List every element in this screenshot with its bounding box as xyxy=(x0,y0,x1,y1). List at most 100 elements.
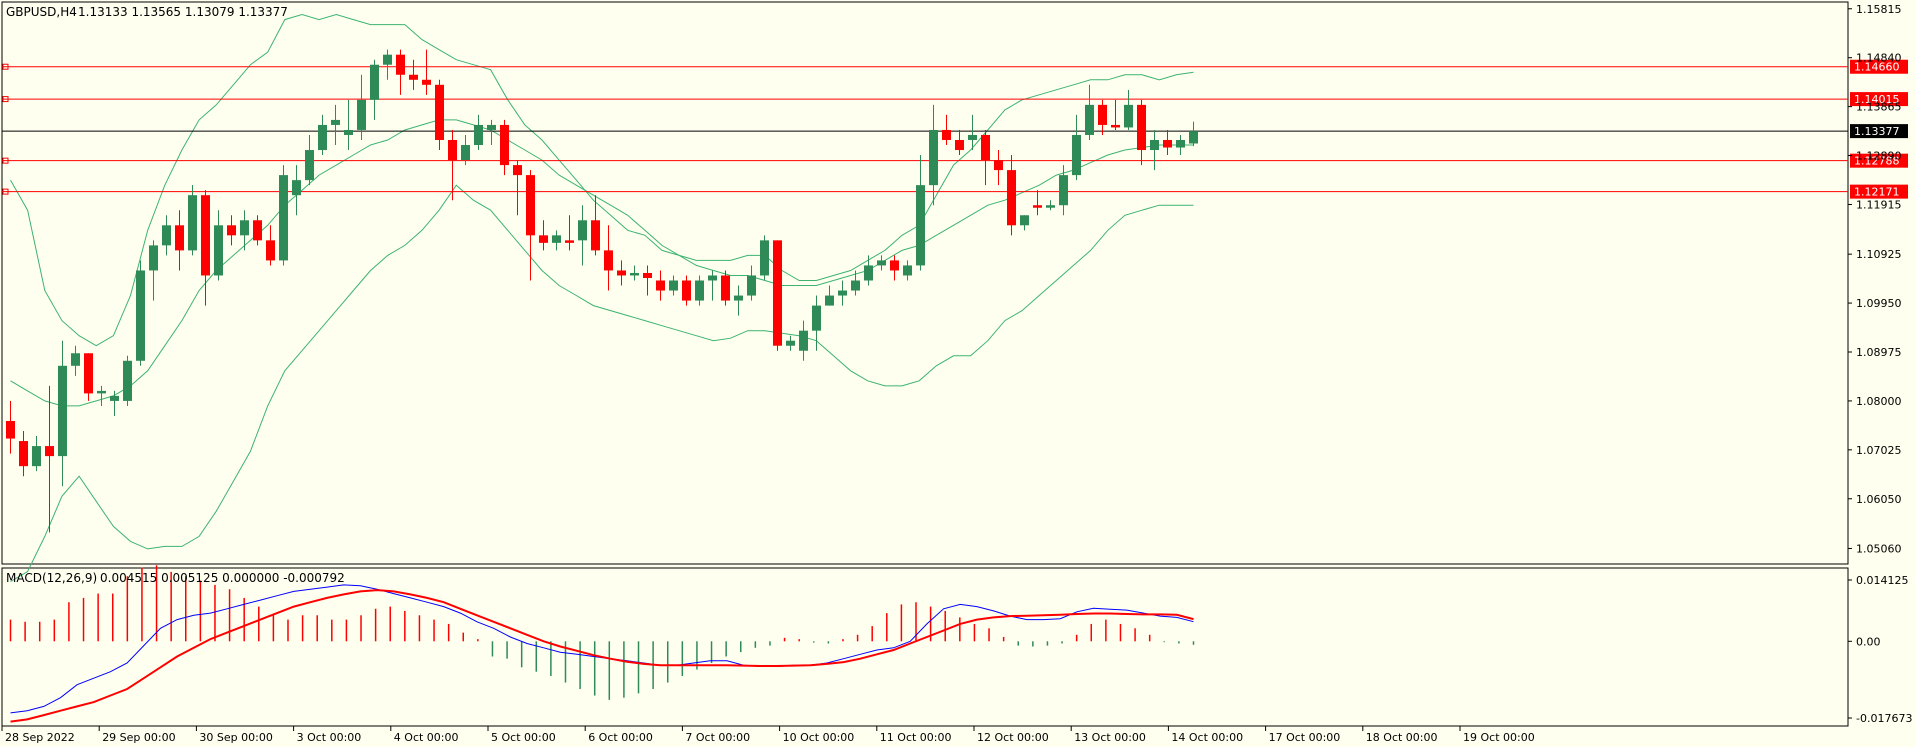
candle-body xyxy=(916,185,925,266)
candle-body xyxy=(305,150,314,181)
candle-body xyxy=(799,330,808,351)
candle-body xyxy=(643,272,652,278)
candle-body xyxy=(318,124,327,151)
macd-title: MACD(12,26,9) xyxy=(6,571,97,585)
candle-body xyxy=(97,390,106,394)
candle-body xyxy=(1124,104,1133,128)
candle-body xyxy=(1059,175,1068,206)
candle-body xyxy=(721,275,730,301)
candle-body xyxy=(929,129,938,186)
level-price-tag xyxy=(1850,153,1908,168)
candle-body xyxy=(435,84,444,140)
level-price-tag-text: 1.12788 xyxy=(1854,155,1900,168)
time-tick-label: 19 Oct 00:00 xyxy=(1463,731,1535,744)
candle-body xyxy=(747,275,756,296)
candle-body xyxy=(903,265,912,276)
level-price-tag-text: 1.14660 xyxy=(1854,61,1900,74)
candle-body xyxy=(1176,139,1185,148)
macd-signal-line xyxy=(10,589,1194,723)
candle-body xyxy=(630,272,639,276)
time-tick-label: 12 Oct 00:00 xyxy=(977,731,1049,744)
bollinger-upper xyxy=(10,13,1194,347)
candle-body xyxy=(1007,170,1016,226)
candle-body xyxy=(58,365,67,457)
price-tick-label: 1.13865 xyxy=(1856,101,1902,114)
candle-body xyxy=(1137,104,1146,151)
time-axis: 28 Sep 2022 29 Sep 00:00 30 Sep 00:00 3 Oct… xyxy=(1,726,1535,744)
time-tick-label: 28 Sep 2022 xyxy=(5,731,75,744)
candle-body xyxy=(45,446,54,457)
candle-body xyxy=(1111,124,1120,128)
price-tick-label: 1.12890 xyxy=(1856,150,1902,163)
candle-body xyxy=(682,280,691,301)
candle-body xyxy=(357,99,366,130)
candle-body xyxy=(175,225,184,251)
candle-body xyxy=(1085,104,1094,135)
candle-body xyxy=(136,270,145,361)
candle-body xyxy=(773,240,782,346)
time-tick-label: 11 Oct 00:00 xyxy=(880,731,952,744)
time-tick-label: 4 Oct 00:00 xyxy=(394,731,459,744)
time-tick-label: 6 Oct 00:00 xyxy=(588,731,653,744)
candles xyxy=(6,49,1198,533)
time-tick-label: 5 Oct 00:00 xyxy=(491,731,556,744)
time-tick-label: 7 Oct 00:00 xyxy=(685,731,750,744)
price-tick-label: 1.14840 xyxy=(1856,52,1902,65)
candle-body xyxy=(487,124,496,130)
candle-body xyxy=(344,129,353,135)
candle-body xyxy=(1189,131,1198,144)
candle-body xyxy=(513,165,522,176)
candle-body xyxy=(1163,139,1172,148)
price-tick-label: 1.06050 xyxy=(1856,493,1902,506)
time-tick-label: 18 Oct 00:00 xyxy=(1366,731,1438,744)
price-pane-frame xyxy=(1,1,1849,565)
price-tick-label: 1.07025 xyxy=(1856,444,1902,457)
candle-body xyxy=(383,54,392,65)
macd-axis: 0.014125 0.00 -0.017673 xyxy=(1848,574,1912,725)
candle-body xyxy=(955,139,964,151)
level-price-tag-text: 1.14015 xyxy=(1854,93,1900,106)
macd-values: 0.004515 0.005125 0.000000 -0.000792 xyxy=(100,571,345,585)
candle-body xyxy=(123,360,132,401)
candle-body xyxy=(617,270,626,276)
candle-body xyxy=(32,446,41,467)
candle-body xyxy=(474,124,483,146)
candle-body xyxy=(162,225,171,246)
candle-body xyxy=(71,353,80,366)
candle-body xyxy=(1033,205,1042,208)
candle-body xyxy=(253,220,262,241)
candle-body xyxy=(500,124,509,166)
current-price-tag xyxy=(1850,124,1908,139)
candle-body xyxy=(1046,205,1055,208)
level-price-tag xyxy=(1850,92,1908,107)
level-marker xyxy=(2,188,9,195)
time-tick-label: 17 Oct 00:00 xyxy=(1269,731,1341,744)
time-tick-label: 29 Sep 00:00 xyxy=(102,731,175,744)
price-tick-label: 1.08975 xyxy=(1856,346,1902,359)
candle-body xyxy=(84,353,93,394)
candle-body xyxy=(578,220,587,241)
time-tick-label: 10 Oct 00:00 xyxy=(783,731,855,744)
candle-body xyxy=(1072,134,1081,176)
candle-body xyxy=(552,235,561,243)
candle-body xyxy=(877,260,886,266)
candle-body xyxy=(539,235,548,243)
candle-body xyxy=(760,240,769,276)
candle-body xyxy=(279,175,288,261)
level-price-tag-text: 1.12171 xyxy=(1854,186,1900,199)
candle-body xyxy=(656,280,665,291)
candle-body xyxy=(1098,104,1107,125)
candle-body xyxy=(734,295,743,301)
price-tick-label: 1.05060 xyxy=(1856,542,1902,555)
candle-body xyxy=(708,275,717,281)
candle-body xyxy=(292,180,301,196)
price-tick-label: 1.09950 xyxy=(1856,297,1902,310)
ohlc-readout: 1.13133 1.13565 1.13079 1.13377 xyxy=(78,5,288,19)
macd-pane-frame xyxy=(1,567,1849,727)
candle-body xyxy=(825,295,834,306)
level-price-tag xyxy=(1850,184,1908,199)
macd-tick-label: -0.017673 xyxy=(1856,712,1912,725)
macd-tick-label: 0.014125 xyxy=(1856,574,1909,587)
time-tick-label: 3 Oct 00:00 xyxy=(297,731,362,744)
